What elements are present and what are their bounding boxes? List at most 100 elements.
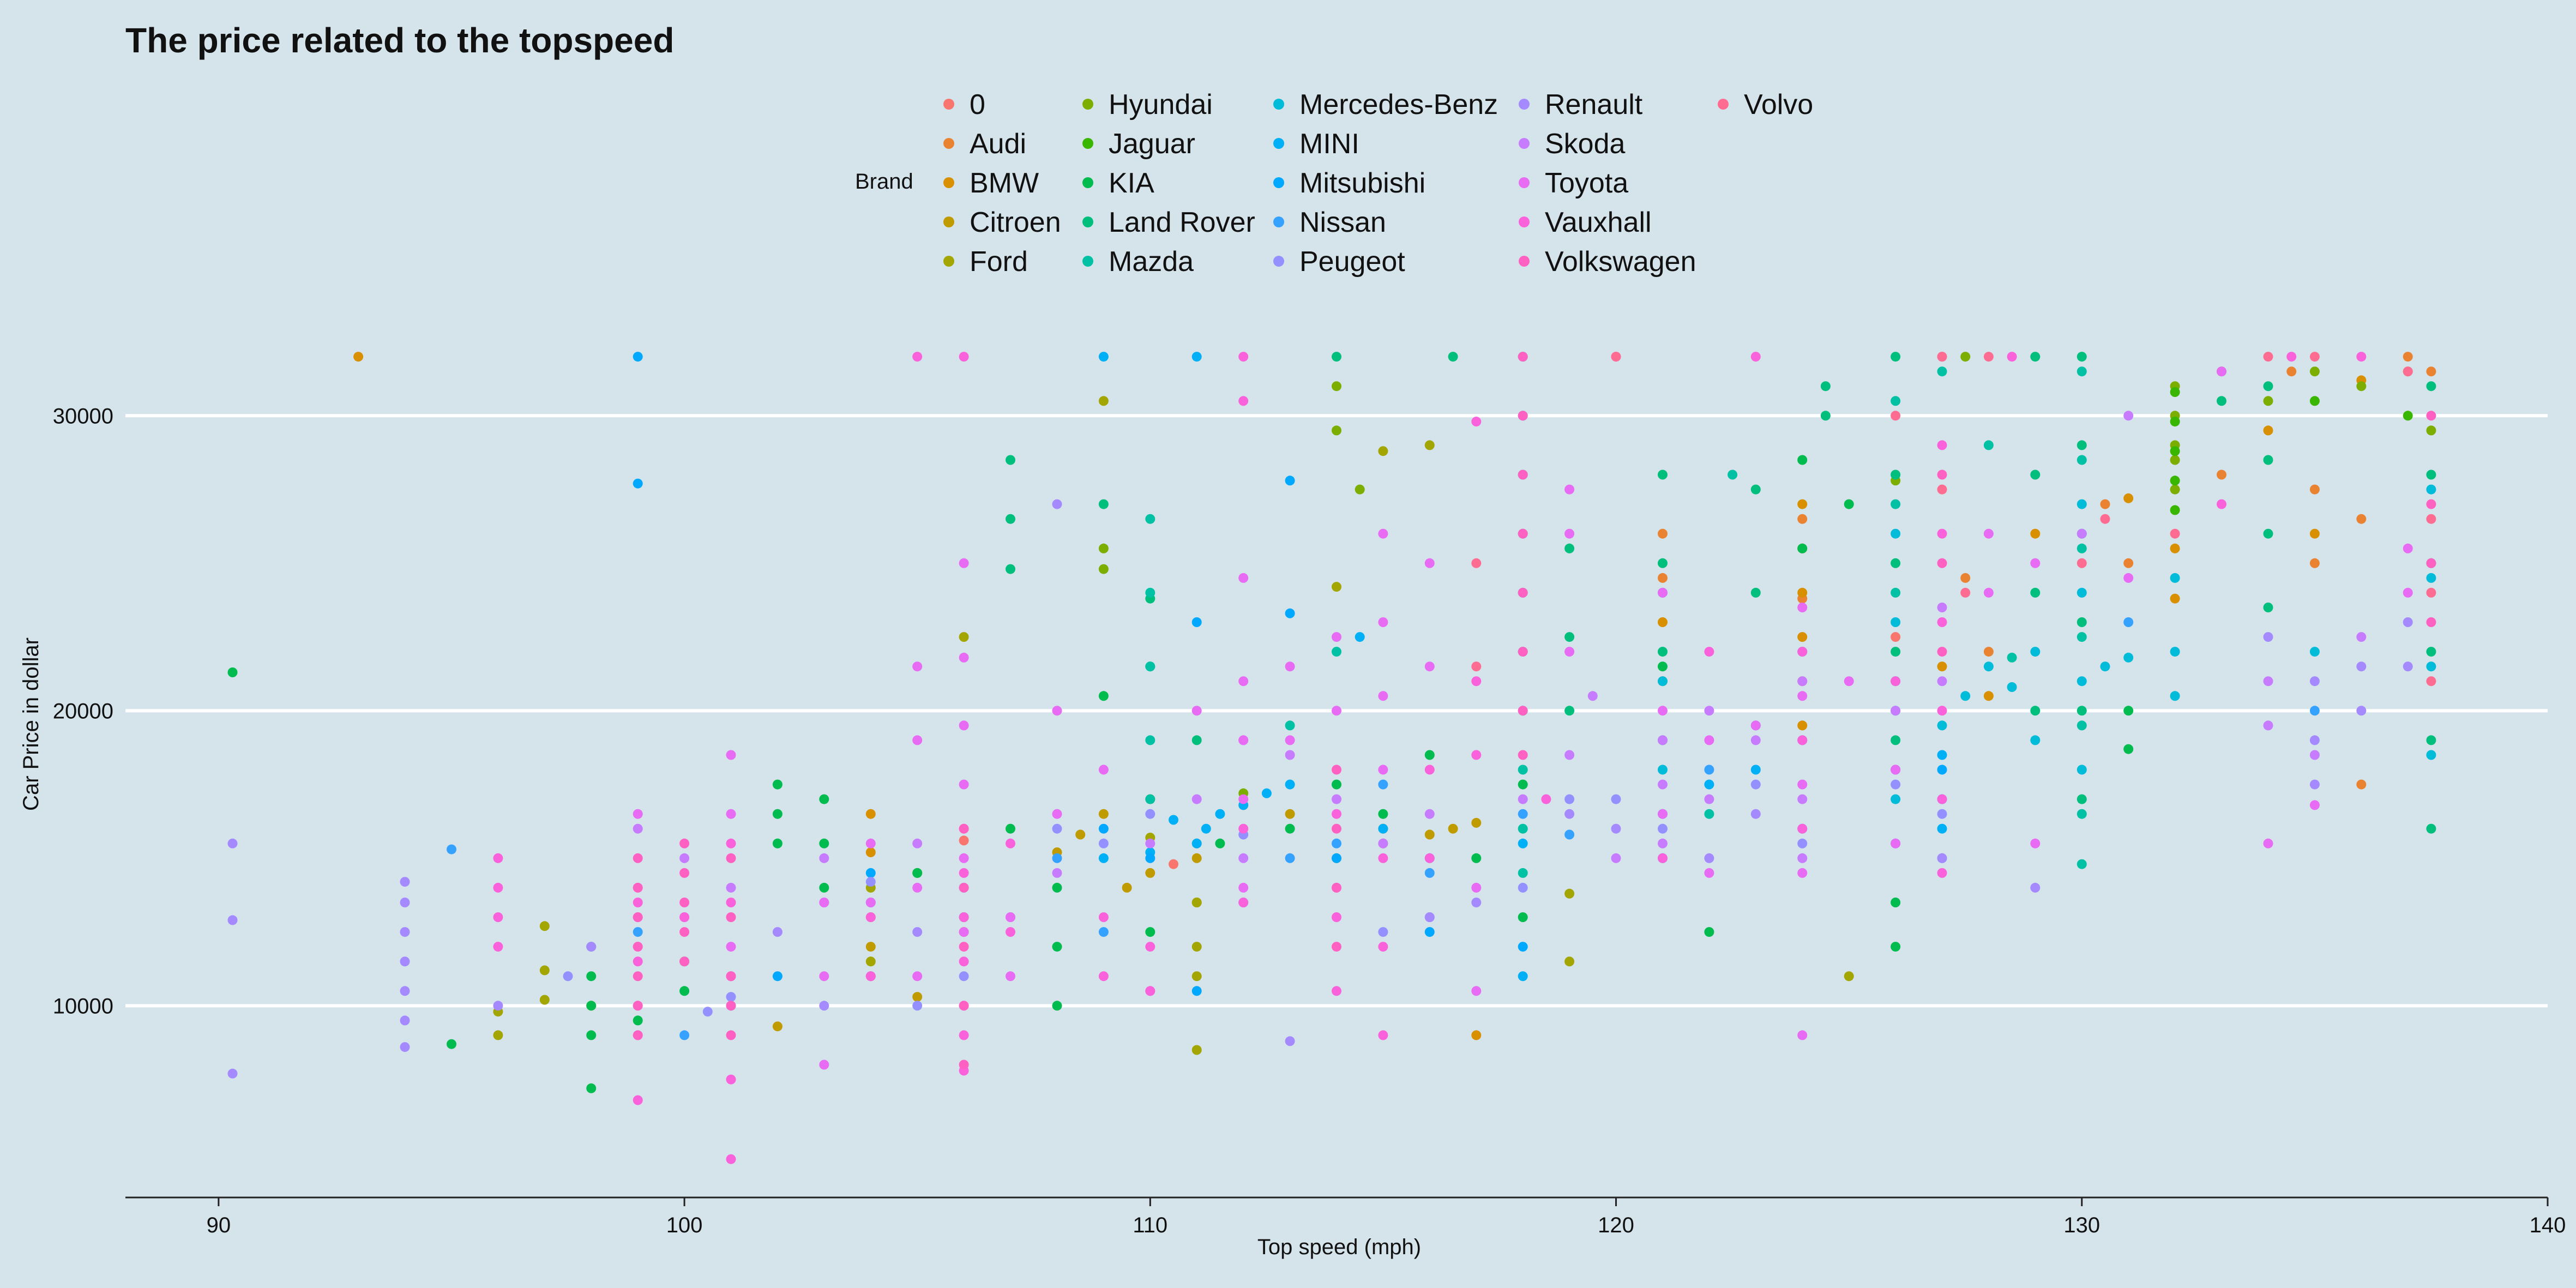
- data-point: [1891, 765, 1901, 775]
- data-point: [1332, 794, 1341, 804]
- data-point: [1261, 788, 1272, 798]
- data-point: [2263, 396, 2273, 406]
- data-point: [679, 986, 690, 996]
- data-point: [2123, 617, 2134, 627]
- data-point: [1098, 838, 1109, 848]
- data-point: [1820, 411, 1831, 421]
- data-point: [2123, 744, 2134, 754]
- data-point: [1332, 912, 1341, 922]
- data-point: [1564, 706, 1575, 716]
- data-point: [1098, 853, 1109, 863]
- data-point: [2356, 514, 2367, 524]
- data-point: [1191, 352, 1202, 362]
- data-point: [2263, 381, 2273, 392]
- legend-label: Renault: [1545, 89, 1643, 121]
- legend-label: Nissan: [1299, 207, 1386, 238]
- data-point: [353, 352, 364, 362]
- data-point: [1937, 603, 1947, 612]
- data-point: [1215, 838, 1225, 848]
- data-point: [2030, 352, 2041, 362]
- data-point: [1332, 706, 1341, 716]
- data-point: [2030, 838, 2041, 848]
- data-point: [1378, 809, 1388, 819]
- data-point: [772, 927, 783, 937]
- data-point: [819, 853, 829, 863]
- data-point: [1611, 794, 1621, 804]
- data-point: [1891, 676, 1901, 687]
- data-point: [1052, 942, 1062, 952]
- data-point: [2426, 411, 2436, 421]
- data-point: [1750, 352, 1761, 362]
- x-tick-label: 90: [207, 1213, 231, 1237]
- data-point: [1937, 794, 1947, 804]
- data-point: [1191, 1045, 1202, 1055]
- data-point: [1891, 617, 1901, 627]
- data-point: [1937, 352, 1947, 362]
- data-point: [1332, 647, 1341, 657]
- data-point: [1191, 971, 1202, 982]
- data-point: [586, 971, 597, 982]
- data-point: [493, 1030, 503, 1040]
- data-point: [1201, 823, 1211, 834]
- data-point: [2309, 779, 2320, 790]
- data-point: [1471, 882, 1482, 893]
- data-point: [2077, 617, 2087, 627]
- data-point: [1937, 868, 1947, 878]
- data-point: [1191, 794, 1202, 804]
- data-point: [726, 838, 736, 848]
- legend-label: Audi: [970, 128, 1026, 160]
- legend-label: KIA: [1109, 167, 1154, 199]
- data-point: [819, 971, 829, 982]
- data-point: [1658, 735, 1668, 745]
- data-point: [2426, 587, 2436, 598]
- data-point: [1424, 661, 1435, 672]
- data-point: [2263, 455, 2273, 465]
- data-point: [2426, 381, 2436, 392]
- data-point: [1564, 543, 1575, 553]
- data-point: [2426, 823, 2436, 834]
- data-point: [1797, 632, 1808, 642]
- data-point: [2030, 882, 2041, 893]
- data-point: [959, 956, 969, 967]
- data-point: [2170, 476, 2180, 486]
- data-point: [1658, 823, 1668, 834]
- data-point: [959, 912, 969, 922]
- data-point: [1145, 809, 1155, 819]
- data-point: [959, 652, 969, 663]
- data-point: [2077, 632, 2087, 642]
- data-point: [1285, 823, 1295, 834]
- data-point: [912, 661, 923, 672]
- data-point: [1797, 720, 1808, 731]
- x-tick-label: 110: [1133, 1213, 1167, 1237]
- data-point: [1658, 765, 1668, 775]
- data-point: [819, 1001, 829, 1011]
- data-point: [1658, 853, 1668, 863]
- data-point: [912, 882, 923, 893]
- legend-label: Mazda: [1109, 246, 1194, 278]
- legend-key: [1082, 138, 1093, 149]
- data-point: [1937, 853, 1947, 863]
- data-point: [1658, 647, 1668, 657]
- data-point: [1238, 794, 1249, 804]
- data-point: [1378, 446, 1388, 456]
- x-axis-title: Top speed (mph): [1257, 1235, 1421, 1259]
- data-point: [1238, 573, 1249, 583]
- data-point: [2356, 706, 2367, 716]
- data-point: [2170, 455, 2180, 465]
- legend-key: [1519, 138, 1530, 149]
- data-point: [1658, 573, 1668, 583]
- data-point: [1937, 617, 1947, 627]
- data-point: [1052, 1001, 1062, 1011]
- data-point: [1191, 898, 1202, 907]
- data-point: [1471, 817, 1482, 828]
- data-point: [1145, 735, 1155, 745]
- y-tick-label: 10000: [53, 994, 113, 1018]
- data-point: [1564, 809, 1575, 819]
- data-point: [2263, 603, 2273, 612]
- data-point: [1285, 735, 1295, 745]
- data-point: [1006, 912, 1015, 922]
- data-point: [1844, 499, 1854, 509]
- data-point: [1891, 470, 1901, 480]
- data-point: [1145, 587, 1155, 598]
- data-point: [1797, 603, 1808, 612]
